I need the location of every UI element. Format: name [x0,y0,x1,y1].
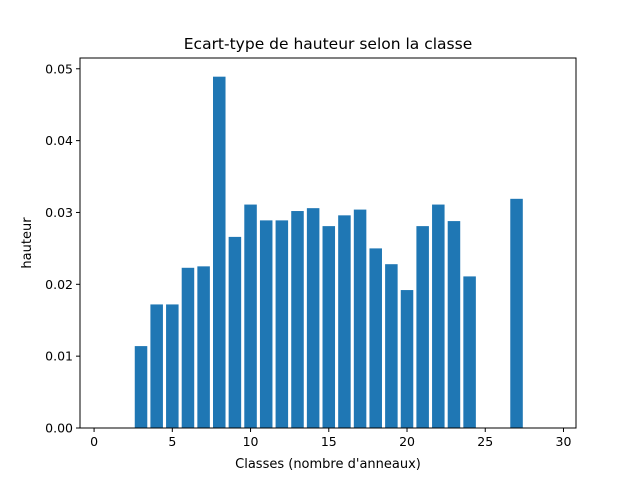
x-tick-label: 25 [477,434,493,449]
bars-group [134,76,523,429]
bar-class-5 [166,304,179,428]
y-tick-label: 0.04 [45,133,73,148]
x-axis-ticks: 0 5 10 15 20 25 30 [90,428,571,449]
bar-class-6 [181,267,195,428]
y-tick-label: 0.02 [45,277,73,292]
x-tick-label: 5 [168,434,176,449]
bar-class-11 [259,220,273,428]
y-axis-label: hauteur [20,217,35,269]
x-tick-label: 10 [243,434,259,449]
bar-class-15 [322,226,336,428]
y-axis-ticks: 0.00 0.01 0.02 0.03 0.04 0.05 [45,61,80,436]
bar-class-22 [432,204,445,428]
x-axis-label: Classes (nombre d'anneaux) [235,457,421,472]
bar-class-16 [338,215,351,428]
bar-class-24 [463,276,476,428]
bar-class-20 [400,290,414,428]
y-tick-label: 0.05 [45,61,73,76]
y-tick-label: 0.00 [45,421,73,436]
y-tick-label: 0.03 [45,205,73,220]
bar-class-27 [510,198,523,428]
bar-class-14 [306,208,320,428]
bar-class-7 [197,266,210,428]
bar-class-19 [385,264,398,428]
bar-class-23 [447,221,461,428]
bar-class-9 [228,236,242,428]
bar-class-8 [213,76,226,429]
bar-class-4 [150,304,163,428]
x-tick-label: 30 [556,434,572,449]
bar-class-17 [353,209,367,428]
bar-class-18 [369,248,382,428]
bar-class-21 [416,226,429,428]
y-tick-label: 0.01 [45,349,73,364]
chart-title: Ecart-type de hauteur selon la classe [184,35,473,53]
bar-class-12 [275,220,289,428]
bar-class-10 [244,204,257,428]
x-tick-label: 15 [321,434,337,449]
bar-class-13 [291,211,304,428]
x-tick-label: 20 [399,434,415,449]
x-tick-label: 0 [90,434,98,449]
plot-frame [79,57,577,429]
bar-class-3 [134,346,148,428]
